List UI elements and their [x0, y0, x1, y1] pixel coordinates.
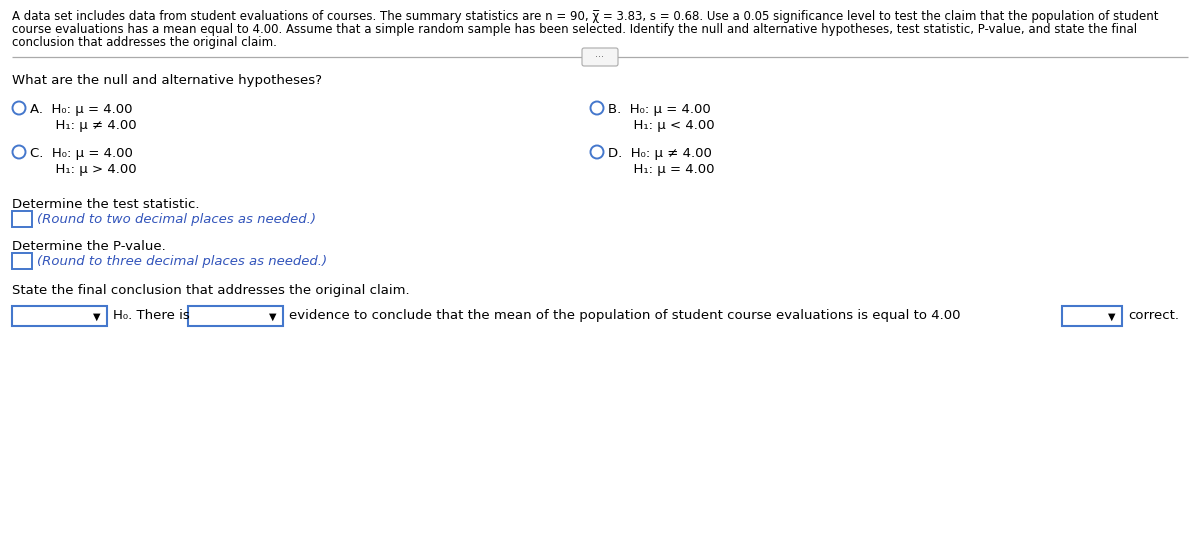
Text: H₁: μ > 4.00: H₁: μ > 4.00 — [30, 163, 137, 176]
Text: A.  H₀: μ = 4.00: A. H₀: μ = 4.00 — [30, 103, 132, 116]
Text: B.  H₀: μ = 4.00: B. H₀: μ = 4.00 — [608, 103, 710, 116]
Text: State the final conclusion that addresses the original claim.: State the final conclusion that addresse… — [12, 284, 409, 297]
Text: ···: ··· — [595, 52, 605, 62]
Text: evidence to conclude that the mean of the population of student course evaluatio: evidence to conclude that the mean of th… — [289, 309, 960, 322]
Text: (Round to two decimal places as needed.): (Round to two decimal places as needed.) — [37, 213, 316, 226]
Text: course evaluations has a mean equal to 4.00. Assume that a simple random sample : course evaluations has a mean equal to 4… — [12, 23, 1138, 36]
FancyBboxPatch shape — [12, 253, 32, 269]
Text: A data set includes data from student evaluations of courses. The summary statis: A data set includes data from student ev… — [12, 10, 1158, 23]
Text: (Round to three decimal places as needed.): (Round to three decimal places as needed… — [37, 255, 328, 268]
Text: conclusion that addresses the original claim.: conclusion that addresses the original c… — [12, 36, 277, 49]
Text: ▼: ▼ — [269, 312, 277, 322]
Text: D.  H₀: μ ≠ 4.00: D. H₀: μ ≠ 4.00 — [608, 147, 712, 160]
Text: ▼: ▼ — [94, 312, 101, 322]
FancyBboxPatch shape — [188, 306, 283, 326]
FancyBboxPatch shape — [1062, 306, 1122, 326]
Text: H₁: μ ≠ 4.00: H₁: μ ≠ 4.00 — [30, 119, 137, 132]
FancyBboxPatch shape — [12, 306, 107, 326]
Text: What are the null and alternative hypotheses?: What are the null and alternative hypoth… — [12, 74, 322, 87]
Text: correct.: correct. — [1128, 309, 1178, 322]
FancyBboxPatch shape — [12, 211, 32, 227]
Text: H₁: μ < 4.00: H₁: μ < 4.00 — [608, 119, 715, 132]
FancyBboxPatch shape — [582, 48, 618, 66]
Text: H₁: μ = 4.00: H₁: μ = 4.00 — [608, 163, 714, 176]
Text: C.  H₀: μ = 4.00: C. H₀: μ = 4.00 — [30, 147, 133, 160]
Text: ▼: ▼ — [1109, 312, 1116, 322]
Text: Determine the P-value.: Determine the P-value. — [12, 240, 166, 253]
Text: H₀. There is: H₀. There is — [113, 309, 190, 322]
Text: Determine the test statistic.: Determine the test statistic. — [12, 198, 199, 211]
